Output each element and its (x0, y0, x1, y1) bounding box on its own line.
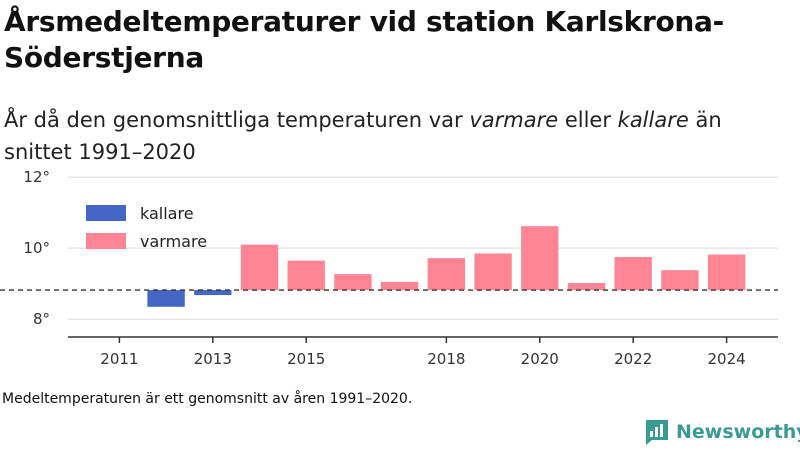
subtitle-warm-word: varmare (469, 108, 559, 132)
chart-subtitle: År då den genomsnittliga temperaturen va… (4, 104, 794, 168)
legend-swatch-warmer (86, 233, 126, 249)
bar-2012 (147, 290, 185, 307)
bar-2014 (240, 244, 279, 291)
bar-2021 (567, 282, 606, 291)
bar-2022 (614, 257, 652, 291)
bar-2018 (427, 258, 466, 291)
bar-2015 (287, 260, 325, 291)
x-tick-label: 2024 (708, 350, 746, 368)
x-tick-label: 2018 (427, 350, 465, 368)
x-tick-label: 2020 (521, 350, 559, 368)
legend-label-colder: kallare (140, 204, 194, 223)
x-tick-label: 2011 (100, 350, 138, 368)
y-tick-label: 8° (33, 310, 50, 328)
subtitle-cold-word: kallare (617, 108, 689, 132)
chart-title: Årsmedeltemperaturer vid station Karlskr… (4, 5, 724, 74)
bar-chart: 8° 10° 12° 2011 2013 2015 2018 2020 2022 2024 kall… (0, 170, 778, 368)
bar-chart-logo-icon (646, 420, 668, 445)
bar-2016 (334, 274, 372, 291)
y-tick-label: 12° (23, 170, 50, 186)
bar-2023 (661, 270, 699, 291)
subtitle-part-3: än snittet 1991–2020 (4, 108, 722, 164)
x-tick-label: 2022 (614, 350, 652, 368)
subtitle-part-1: År då den genomsnittliga temperaturen va… (4, 108, 470, 132)
brand-name: Newsworthy (676, 421, 800, 443)
subtitle-part-2: eller (558, 108, 618, 132)
bar-2019 (474, 253, 512, 291)
footnote: Medeltemperaturen är ett genomsnitt av å… (2, 391, 413, 407)
legend-swatch-colder (86, 205, 126, 221)
bar-2024 (707, 254, 746, 291)
bar-2020 (521, 226, 559, 291)
brand-logo: Newsworthy (644, 418, 800, 446)
bar-2017 (380, 281, 419, 291)
x-tick-label: 2015 (287, 350, 325, 368)
legend-label-warmer: varmare (140, 232, 207, 251)
x-tick-label: 2013 (194, 350, 232, 368)
bar-2013 (194, 290, 232, 296)
y-tick-label: 10° (23, 239, 50, 257)
